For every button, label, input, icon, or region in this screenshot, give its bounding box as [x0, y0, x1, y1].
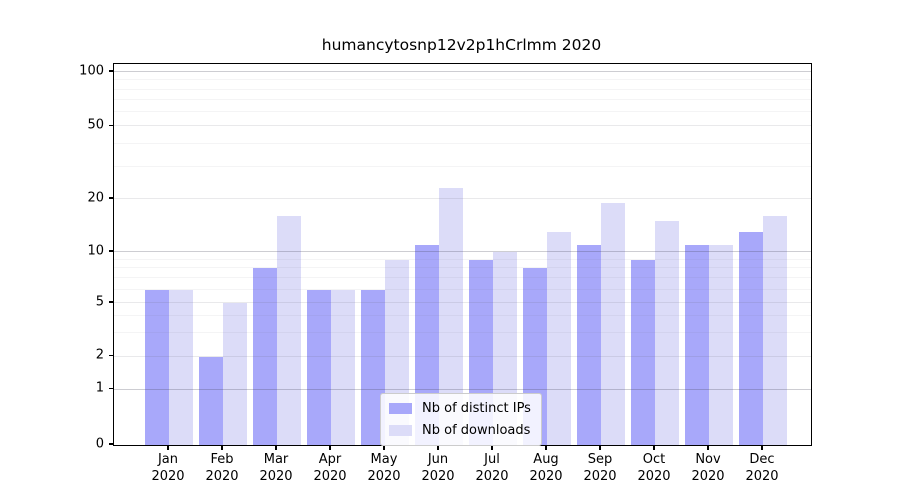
x-tick-label: May 2020: [367, 452, 401, 484]
x-tick-mark: [221, 445, 223, 450]
x-tick-mark: [491, 445, 493, 450]
chart-title: humancytosnp12v2p1hCrlmm 2020: [321, 36, 602, 54]
x-tick-mark: [761, 445, 763, 450]
bar-downloads: [763, 216, 787, 445]
bar-downloads: [331, 289, 355, 445]
legend-swatch-distinct-ips: [389, 403, 412, 414]
y-tick-mark: [109, 301, 113, 303]
bar-distinct-ips: [199, 356, 223, 445]
y-tick-mark: [109, 197, 113, 199]
x-tick-label: Feb 2020: [205, 452, 239, 484]
x-tick-mark: [329, 445, 331, 450]
x-tick-mark: [545, 445, 547, 450]
bars-layer: [114, 64, 811, 445]
y-tick-mark: [109, 250, 113, 252]
y-tick-mark: [109, 354, 113, 357]
legend-label-downloads: Nb of downloads: [422, 423, 531, 438]
x-tick-mark: [383, 445, 385, 450]
x-tick-label: Dec 2020: [745, 452, 779, 484]
y-tick-mark: [109, 70, 113, 72]
x-tick-label: Mar 2020: [259, 452, 293, 484]
y-tick-label: 0: [95, 436, 104, 452]
x-tick-label: Jan 2020: [151, 452, 185, 484]
y-tick-label: 10: [87, 243, 104, 259]
x-tick-mark: [599, 445, 601, 450]
bar-distinct-ips: [307, 289, 331, 445]
bar-downloads: [709, 244, 733, 445]
y-tick-label: 1: [95, 380, 104, 396]
legend: Nb of distinct IPs Nb of downloads: [380, 393, 542, 446]
legend-label-distinct-ips: Nb of distinct IPs: [422, 401, 531, 416]
bar-distinct-ips: [739, 231, 763, 445]
y-tick-label: 5: [95, 294, 104, 310]
x-tick-label: Jul 2020: [475, 452, 509, 484]
plot-area: Nb of distinct IPs Nb of downloads: [113, 63, 812, 446]
x-tick-mark: [437, 445, 439, 450]
y-tick-label: 100: [79, 63, 104, 79]
x-tick-mark: [707, 445, 709, 450]
y-tick-label: 20: [87, 190, 104, 206]
x-tick-mark: [275, 445, 277, 450]
bar-distinct-ips: [685, 244, 709, 445]
legend-entry-distinct-ips: Nb of distinct IPs: [389, 401, 531, 416]
bar-distinct-ips: [145, 289, 169, 445]
x-tick-label: Jun 2020: [421, 452, 455, 484]
y-tick-label: 2: [95, 347, 104, 363]
x-tick-label: Aug 2020: [529, 452, 563, 484]
x-tick-mark: [167, 445, 169, 450]
bar-distinct-ips: [631, 259, 655, 445]
bar-downloads: [277, 216, 301, 445]
bar-downloads: [601, 202, 625, 445]
y-tick-mark: [109, 443, 113, 445]
x-tick-label: Apr 2020: [313, 452, 347, 484]
legend-swatch-downloads: [389, 425, 412, 436]
legend-entry-downloads: Nb of downloads: [389, 423, 531, 438]
y-tick-label: 50: [87, 117, 104, 133]
bar-downloads: [223, 303, 247, 445]
bar-downloads: [655, 220, 679, 445]
x-tick-label: Nov 2020: [691, 452, 725, 484]
x-tick-label: Sep 2020: [583, 452, 617, 484]
bar-downloads: [547, 231, 571, 445]
x-tick-label: Oct 2020: [637, 452, 671, 484]
bar-downloads: [169, 289, 193, 445]
y-tick-mark: [109, 387, 113, 390]
bar-distinct-ips: [577, 244, 601, 445]
bar-distinct-ips: [253, 268, 277, 445]
x-tick-mark: [653, 445, 655, 450]
y-tick-mark: [109, 124, 113, 127]
